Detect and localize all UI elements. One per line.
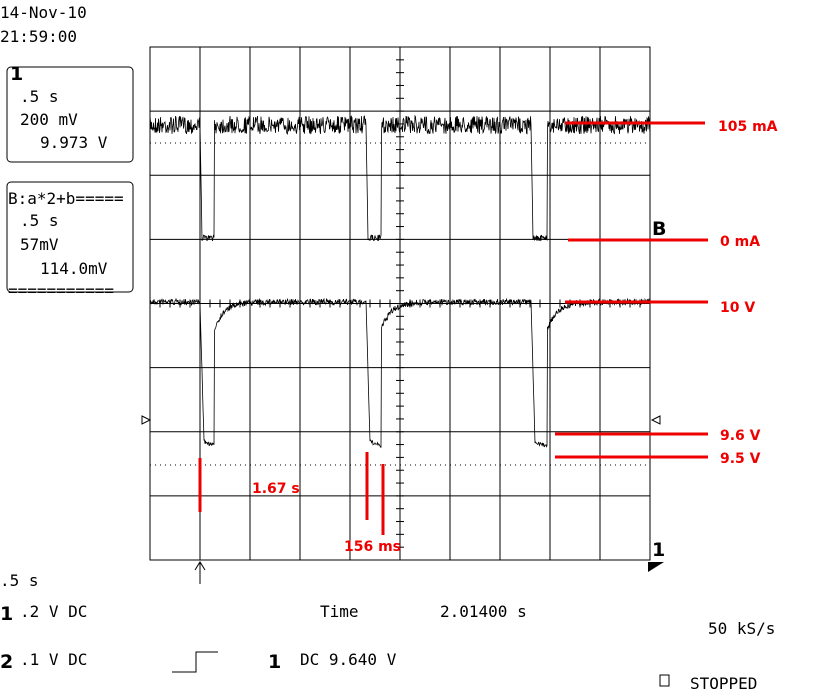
annotation: 105 mA	[718, 119, 778, 135]
timebase: .5 s	[20, 87, 59, 106]
channel-label: 2	[0, 651, 13, 673]
function-label: B:a*2+b=====	[8, 189, 124, 208]
function-footer: ===========	[8, 281, 114, 300]
trace-label: B	[652, 218, 666, 240]
annotation: 9.6 V	[720, 428, 761, 444]
timebase: .5 s	[20, 211, 59, 230]
traces	[149, 114, 651, 448]
offset: 9.973 V	[40, 133, 108, 152]
channel-setting: .1 V DC	[20, 650, 87, 669]
function-box	[6, 181, 134, 293]
trigger-channel: 1	[268, 651, 281, 673]
channel-marker: 1	[652, 539, 665, 561]
trigger-point-arrow	[194, 561, 206, 571]
channel-marker-flag	[648, 562, 664, 572]
annotation: 9.5 V	[720, 451, 761, 467]
annotation: 0 mA	[720, 234, 760, 250]
status: STOPPED	[690, 674, 757, 693]
date: 14-Nov-10	[0, 3, 87, 22]
current-trace	[149, 114, 651, 242]
annotation: 10 V	[720, 300, 755, 316]
status-box	[659, 674, 670, 687]
time: 21:59:00	[0, 27, 77, 46]
trigger-level-marker	[141, 415, 152, 425]
sample-rate: 50 kS/s	[708, 619, 775, 638]
channel-label: 1	[0, 603, 13, 625]
offset: 114.0mV	[40, 259, 108, 278]
time-label: Time	[320, 602, 359, 621]
channel-box	[6, 66, 134, 163]
scale: 200 mV	[20, 110, 78, 129]
annotation: 1.67 s	[252, 481, 300, 497]
time-value: 2.01400 s	[440, 602, 527, 621]
annotation: 156 ms	[344, 539, 401, 555]
trigger-setting: DC 9.640 V	[300, 650, 397, 669]
channel-label: 1	[10, 63, 23, 85]
timebase: .5 s	[0, 571, 39, 590]
scale: 57mV	[20, 235, 59, 254]
voltage-trace	[149, 297, 651, 448]
trigger-level-marker	[650, 415, 661, 425]
channel-setting: .2 V DC	[20, 602, 87, 621]
trigger-slope-icon	[172, 651, 218, 673]
